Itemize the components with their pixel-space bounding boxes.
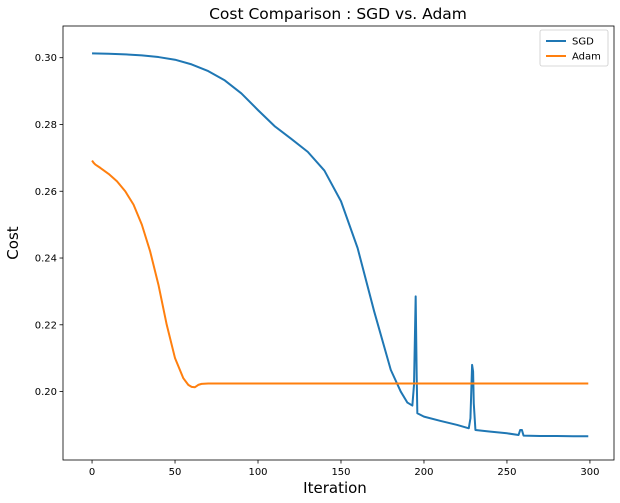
x-tick-label: 50 — [169, 467, 182, 478]
legend: SGD Adam — [539, 29, 609, 67]
y-tick-label: 0.20 — [35, 387, 57, 398]
legend-label-sgd: SGD — [572, 37, 594, 48]
y-tick-label: 0.28 — [35, 120, 57, 131]
y-tick-label: 0.30 — [35, 53, 57, 64]
x-tick-label: 0 — [89, 467, 95, 478]
x-tick-label: 200 — [414, 467, 433, 478]
y-axis-label: Cost — [4, 226, 22, 259]
plot-area — [62, 25, 615, 461]
series-line-adam — [91, 159, 589, 389]
axes-frame — [62, 25, 615, 461]
x-axis-label: Iteration — [303, 479, 367, 497]
y-tick-label: 0.24 — [35, 254, 57, 265]
y-tick-label: 0.26 — [35, 187, 57, 198]
x-tick-label: 300 — [580, 467, 599, 478]
x-tick-label: 250 — [497, 467, 516, 478]
chart-title: Cost Comparison : SGD vs. Adam — [209, 5, 467, 23]
series-line-sgd — [92, 52, 589, 438]
x-tick-label: 150 — [331, 467, 350, 478]
legend-label-adam: Adam — [572, 52, 601, 63]
y-tick-label: 0.22 — [35, 320, 57, 331]
x-axis: 0 50 100 150 200 250 300 — [89, 460, 599, 478]
x-tick-label: 100 — [248, 467, 267, 478]
y-axis: 0.20 0.22 0.24 0.26 0.28 0.30 — [35, 53, 63, 398]
